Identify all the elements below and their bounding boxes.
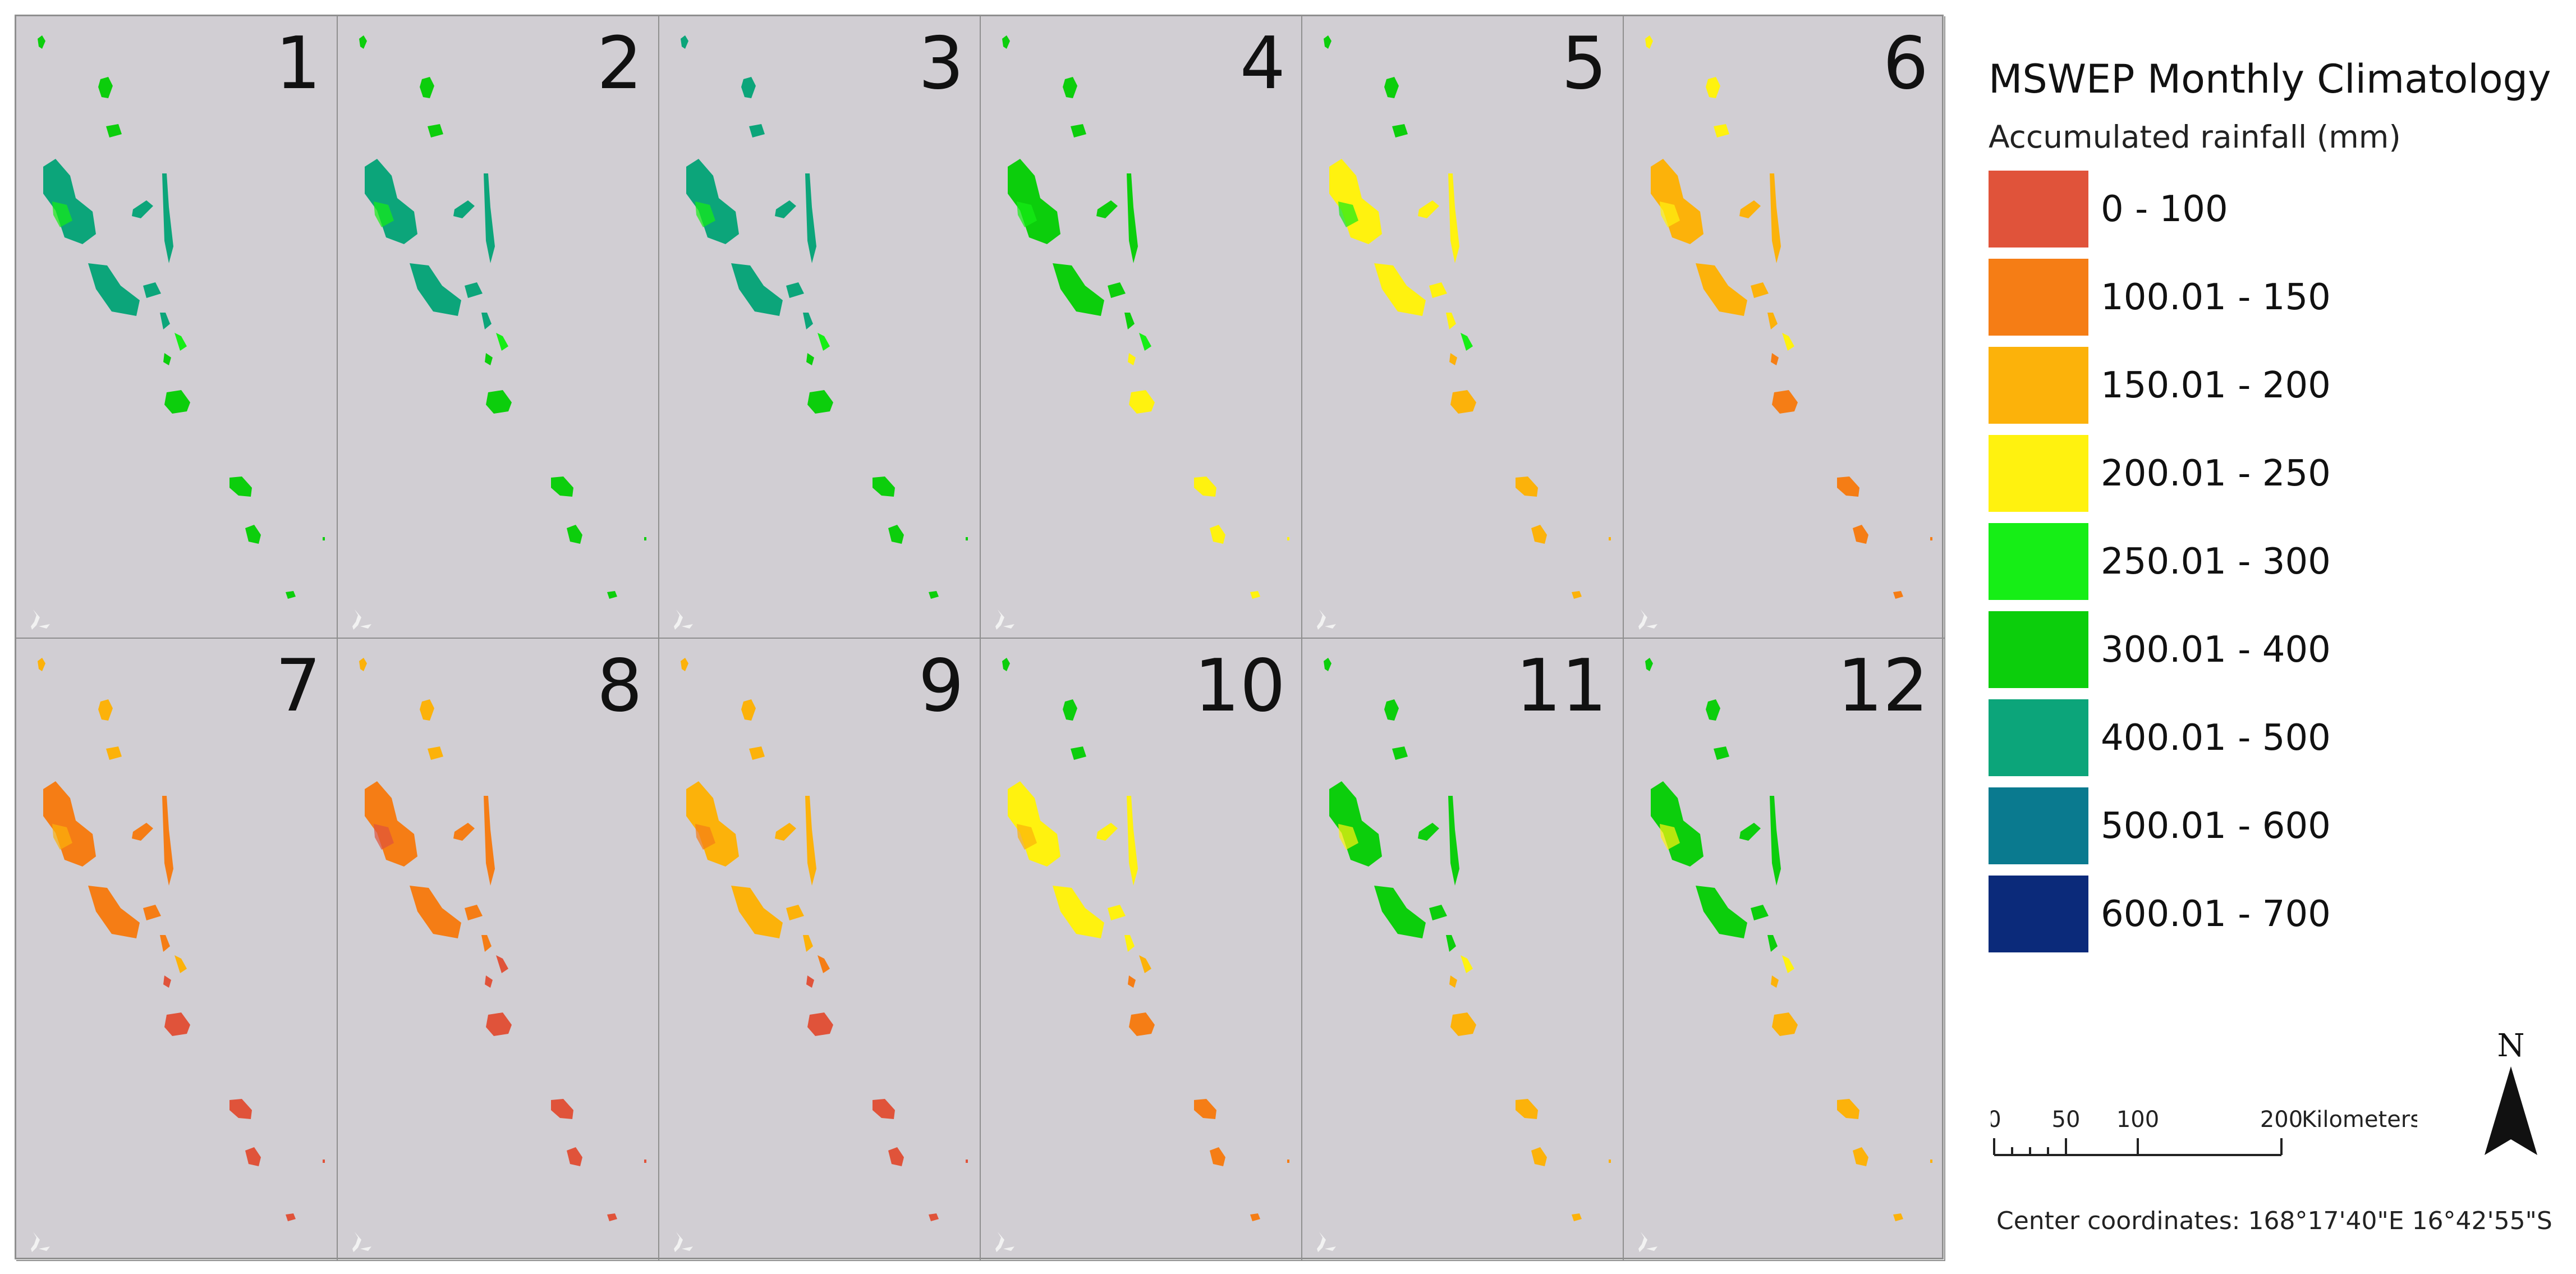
scale-bar: 0 50 100 200 Kilometers <box>1991 1107 2417 1156</box>
legend-swatch <box>1989 523 2088 600</box>
archipelago <box>38 35 325 599</box>
legend-swatch <box>1989 876 2088 952</box>
archipelago <box>1645 35 1932 599</box>
center-coordinates: Center coordinates: 168°17'40"E 16°42'55… <box>1996 1207 2552 1235</box>
inset-island-icon <box>1638 609 1657 630</box>
month-label: 8 <box>596 644 642 728</box>
monthly-map-grid: 1 2 <box>15 15 1945 1261</box>
archipelago <box>359 35 646 599</box>
legend-swatch <box>1989 699 2088 776</box>
legend-swatch <box>1989 259 2088 336</box>
north-arrow-icon: N <box>2485 1028 2537 1155</box>
legend-item: 0 - 100 <box>1989 165 2566 253</box>
legend-label: 250.01 - 300 <box>2101 540 2331 583</box>
legend-swatch <box>1989 787 2088 864</box>
legend-item: 150.01 - 200 <box>1989 341 2566 429</box>
legend-item: 600.01 - 700 <box>1989 870 2566 958</box>
legend-title: MSWEP Monthly Climatology <box>1989 56 2551 102</box>
inset-island-icon <box>995 1232 1014 1252</box>
legend-swatch <box>1989 435 2088 512</box>
legend-item: 100.01 - 150 <box>1989 253 2566 341</box>
month-label: 4 <box>1239 22 1285 106</box>
scale-tick-50: 50 <box>2052 1107 2081 1133</box>
legend-swatch <box>1989 171 2088 248</box>
legend-label: 600.01 - 700 <box>2101 893 2331 935</box>
month-label: 2 <box>596 22 642 106</box>
legend-swatch <box>1989 347 2088 424</box>
month-panel: 8 <box>338 639 659 1261</box>
month-panel: 7 <box>16 639 338 1261</box>
legend-label: 100.01 - 150 <box>2101 276 2331 318</box>
month-label: 12 <box>1837 644 1928 728</box>
month-label: 6 <box>1882 22 1928 106</box>
inset-island-icon <box>1317 1232 1336 1252</box>
inset-island-icon <box>1638 1232 1657 1252</box>
month-panel: 4 <box>981 16 1302 639</box>
archipelago <box>1002 35 1289 599</box>
month-label: 10 <box>1194 644 1285 728</box>
inset-island-icon <box>674 1232 693 1252</box>
month-panel: 1 <box>16 16 338 639</box>
month-label: 3 <box>918 22 964 106</box>
scale-tick-100: 100 <box>2116 1107 2159 1133</box>
legend-label: 0 - 100 <box>2101 188 2228 230</box>
scale-unit: Kilometers <box>2302 1107 2417 1133</box>
month-panel: 11 <box>1302 639 1624 1261</box>
archipelago <box>1002 658 1289 1221</box>
legend-item: 250.01 - 300 <box>1989 517 2566 606</box>
legend-label: 300.01 - 400 <box>2101 629 2331 671</box>
inset-island-icon <box>352 1232 371 1252</box>
legend-item: 300.01 - 400 <box>1989 606 2566 694</box>
month-panel: 9 <box>659 639 981 1261</box>
inset-island-icon <box>352 609 371 630</box>
legend-item: 400.01 - 500 <box>1989 694 2566 782</box>
north-arrow-label: N <box>2497 1028 2525 1064</box>
archipelago <box>38 658 325 1221</box>
legend-items: 0 - 100 100.01 - 150 150.01 - 200 200.01 - … <box>1989 165 2566 958</box>
legend-item: 500.01 - 600 <box>1989 782 2566 870</box>
inset-island-icon <box>31 1232 50 1252</box>
archipelago <box>1324 658 1611 1221</box>
month-panel: 10 <box>981 639 1302 1261</box>
month-panel: 2 <box>338 16 659 639</box>
legend-label: 500.01 - 600 <box>2101 805 2331 847</box>
month-label: 11 <box>1516 644 1607 728</box>
legend-label: 400.01 - 500 <box>2101 717 2331 759</box>
month-label: 5 <box>1561 22 1607 106</box>
legend-swatch <box>1989 611 2088 688</box>
month-label: 7 <box>275 644 321 728</box>
inset-island-icon <box>674 609 693 630</box>
archipelago <box>681 658 968 1221</box>
scale-tick-0: 0 <box>1991 1107 2001 1133</box>
month-label: 9 <box>918 644 964 728</box>
inset-island-icon <box>31 609 50 630</box>
archipelago <box>1324 35 1611 599</box>
legend-label: 150.01 - 200 <box>2101 364 2331 406</box>
legend-item: 200.01 - 250 <box>1989 429 2566 517</box>
archipelago <box>681 35 968 599</box>
month-label: 1 <box>275 22 321 106</box>
month-panel: 12 <box>1624 639 1945 1261</box>
month-panel: 5 <box>1302 16 1624 639</box>
inset-island-icon <box>995 609 1014 630</box>
inset-island-icon <box>1317 609 1336 630</box>
month-panel: 3 <box>659 16 981 639</box>
legend-label: 200.01 - 250 <box>2101 452 2331 494</box>
archipelago <box>359 658 646 1221</box>
archipelago <box>1645 658 1932 1221</box>
scale-tick-200: 200 <box>2260 1107 2303 1133</box>
legend-subtitle: Accumulated rainfall (mm) <box>1989 119 2401 155</box>
month-panel: 6 <box>1624 16 1945 639</box>
legend: MSWEP Monthly Climatology Accumulated ra… <box>1989 56 2566 958</box>
